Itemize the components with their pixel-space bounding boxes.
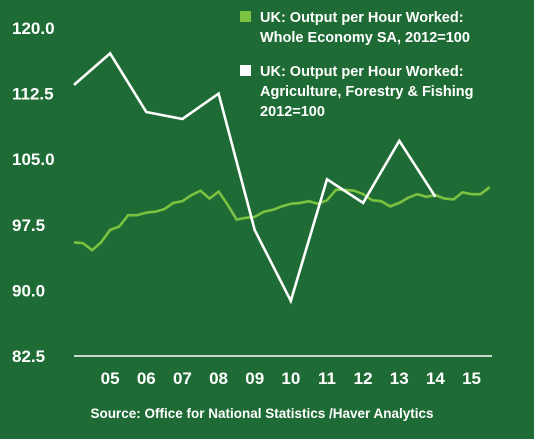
- x-tick-label: 11: [318, 369, 336, 388]
- x-tick-label: 08: [209, 369, 228, 388]
- x-tick-label: 10: [281, 369, 300, 388]
- x-tick-label: 14: [426, 369, 445, 388]
- legend-label: UK: Output per Hour Worked:: [260, 10, 464, 26]
- x-tick-label: 05: [101, 369, 120, 388]
- series-line-0: [73, 186, 491, 252]
- source-note: Source: Office for National Statistics /…: [90, 406, 433, 421]
- legend-marker: [240, 65, 251, 76]
- x-tick-label: 06: [137, 369, 156, 388]
- x-tick-label: 13: [390, 369, 409, 388]
- y-tick-label: 112.5: [12, 85, 54, 104]
- y-tick-label: 97.5: [12, 216, 45, 235]
- y-tick-label: 120.0: [12, 19, 55, 38]
- legend-label: 2012=100: [260, 104, 325, 120]
- x-axis-ticks: 05 06 07 08 09 10 11 12 13 14 15: [101, 369, 481, 388]
- y-tick-label: 82.5: [12, 347, 45, 366]
- x-tick-label: 15: [462, 369, 481, 388]
- x-tick-label: 09: [245, 369, 264, 388]
- x-tick-label: 12: [354, 369, 373, 388]
- y-tick-label: 105.0: [12, 150, 55, 169]
- series-line-1: [73, 51, 437, 305]
- legend-label: UK: Output per Hour Worked:: [260, 64, 464, 80]
- x-tick-label: 07: [173, 369, 192, 388]
- legend-marker: [240, 11, 251, 22]
- series-lines: [73, 51, 491, 305]
- y-tick-label: 90.0: [12, 281, 45, 300]
- legend: UK: Output per Hour Worked: Whole Economy…: [240, 10, 474, 120]
- legend-label: Whole Economy SA, 2012=100: [260, 30, 470, 46]
- legend-label: Agriculture, Forestry & Fishing: [260, 84, 474, 100]
- y-axis-ticks: 120.0 112.5 105.0 97.5 90.0 82.5: [12, 19, 55, 366]
